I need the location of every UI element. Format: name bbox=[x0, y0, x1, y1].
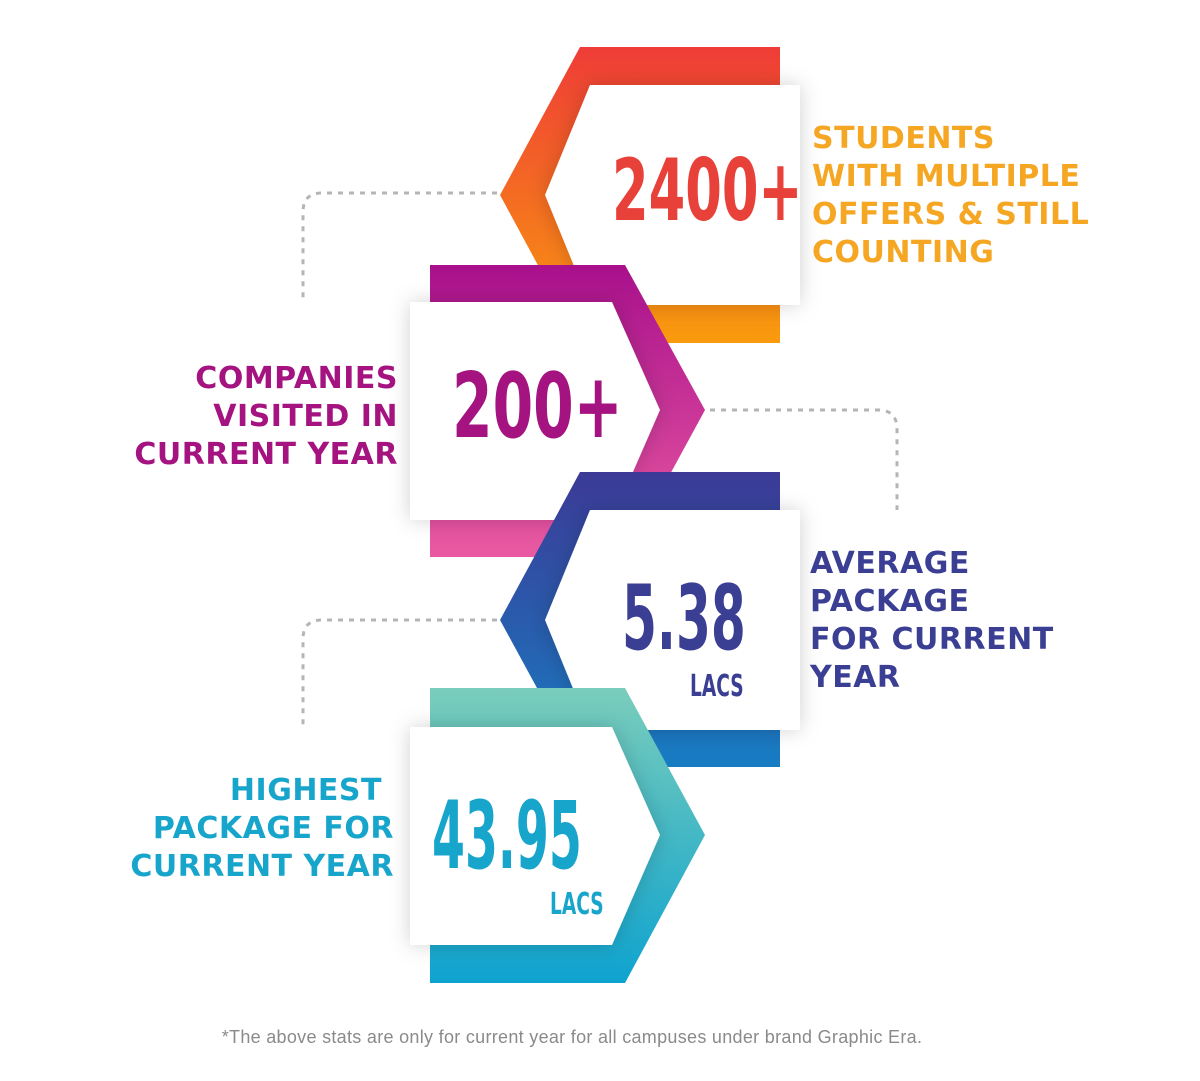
stat-unit-average-package: LACS bbox=[690, 669, 744, 704]
stat-unit-highest-package: LACS bbox=[550, 887, 604, 922]
footnote: *The above stats are only for current ye… bbox=[221, 1027, 923, 1047]
stat-label-average-package: AVERAGE PACKAGE FOR CURRENT YEAR bbox=[810, 546, 1054, 695]
hexagon-4 bbox=[410, 688, 705, 983]
stat-value-students: 2400+ bbox=[612, 141, 803, 241]
connector-lines bbox=[301, 191, 899, 725]
connector-line-3 bbox=[301, 618, 497, 725]
connector-line-2 bbox=[710, 408, 899, 510]
stat-value-average-package: 5.38 bbox=[622, 566, 746, 671]
stat-label-companies: COMPANIES VISITED IN CURRENT YEAR bbox=[134, 361, 398, 472]
stat-label-students: STUDENTS WITH MULTIPLE OFFERS & STILL CO… bbox=[812, 121, 1090, 270]
connector-line-1 bbox=[301, 191, 497, 300]
stat-value-companies: 200+ bbox=[452, 354, 623, 459]
stat-label-highest-package: HIGHEST PACKAGE FOR CURRENT YEAR bbox=[130, 773, 394, 884]
stat-value-highest-package: 43.95 bbox=[432, 782, 582, 891]
